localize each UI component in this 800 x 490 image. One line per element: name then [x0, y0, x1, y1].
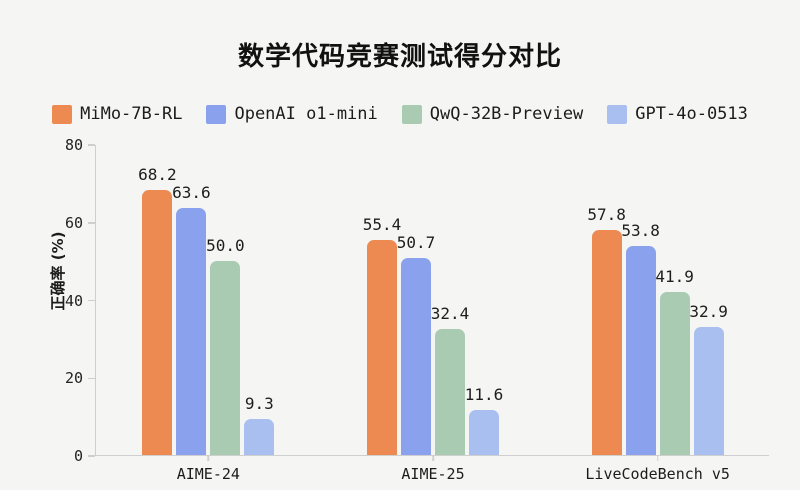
bar-value-label: 57.8	[587, 205, 626, 225]
bar: 63.6	[172, 183, 211, 455]
y-tick-mark	[87, 299, 95, 302]
bar: 57.8	[587, 205, 626, 455]
bar-group: 57.8 53.8 41.9 32.9	[587, 205, 728, 455]
y-tick-mark	[87, 222, 95, 224]
bar-value-label: 32.4	[430, 304, 470, 324]
x-tick-mark	[207, 455, 210, 461]
bar: 11.6	[465, 385, 503, 455]
legend-label: MiMo-7B-RL	[80, 104, 183, 124]
legend-item: MiMo-7B-RL	[52, 104, 182, 124]
bar-value-label: 50.7	[396, 232, 436, 252]
legend-swatch-icon	[607, 104, 628, 124]
bar-value-label: 32.9	[689, 302, 728, 322]
plot-area: 0 20 40 60 80 AIME-24 68.2 63.6 50.0 9.3 AIME-25 55…	[65, 136, 769, 483]
legend-label: OpenAI o1-mini	[234, 104, 378, 124]
bar: 55.4	[363, 215, 401, 455]
legend-item: GPT-4o-0513	[607, 104, 748, 124]
bar: 50.7	[397, 233, 435, 455]
bar: 32.9	[689, 302, 728, 455]
chart-title: 数学代码竞赛测试得分对比	[237, 42, 562, 72]
bar-value-label: 53.8	[621, 220, 660, 240]
x-category-label: LiveCodeBench v5	[585, 465, 730, 483]
y-tick-mark	[87, 455, 95, 457]
y-tick-label: 80	[64, 136, 83, 154]
bar-group: 68.2 63.6 50.0 9.3	[138, 165, 275, 455]
bar: 53.8	[621, 221, 660, 455]
bar: 41.9	[655, 267, 694, 455]
legend-swatch-icon	[52, 104, 73, 124]
bar-value-label: 68.2	[138, 164, 177, 184]
bar-value-label: 55.4	[362, 214, 402, 234]
bar-value-label: 9.3	[244, 393, 274, 413]
y-tick-label: 40	[64, 291, 83, 310]
bar: 50.0	[206, 236, 245, 455]
bar-value-label: 63.6	[172, 182, 211, 202]
y-tick-mark	[87, 377, 95, 379]
legend-item: QwQ-32B-Preview	[401, 104, 584, 124]
y-tick-mark	[87, 144, 95, 146]
y-tick-label: 0	[73, 447, 83, 465]
y-tick-label: 20	[64, 369, 83, 388]
y-axis-label: 正确率 (%)	[48, 231, 67, 311]
y-tick-label: 60	[64, 213, 83, 232]
bar-value-label: 50.0	[206, 235, 245, 255]
legend: MiMo-7B-RL OpenAI o1-mini QwQ-32B-Preview G…	[0, 104, 800, 124]
bar: 32.4	[431, 304, 469, 455]
bar-value-label: 11.6	[464, 384, 504, 404]
bar-value-label: 41.9	[655, 267, 694, 287]
bar: 9.3	[244, 394, 275, 455]
legend-item: OpenAI o1-mini	[206, 104, 378, 124]
x-category-label: AIME-24	[176, 465, 240, 483]
legend-swatch-icon	[401, 104, 422, 124]
bar: 68.2	[138, 165, 177, 455]
x-category-label: AIME-25	[401, 465, 465, 483]
bar-group: 55.4 50.7 32.4 11.6	[363, 215, 503, 455]
x-tick-mark	[432, 455, 434, 461]
legend-label: QwQ-32B-Preview	[429, 104, 584, 124]
x-tick-mark	[656, 455, 659, 461]
legend-label: GPT-4o-0513	[635, 104, 748, 124]
legend-swatch-icon	[206, 104, 227, 124]
